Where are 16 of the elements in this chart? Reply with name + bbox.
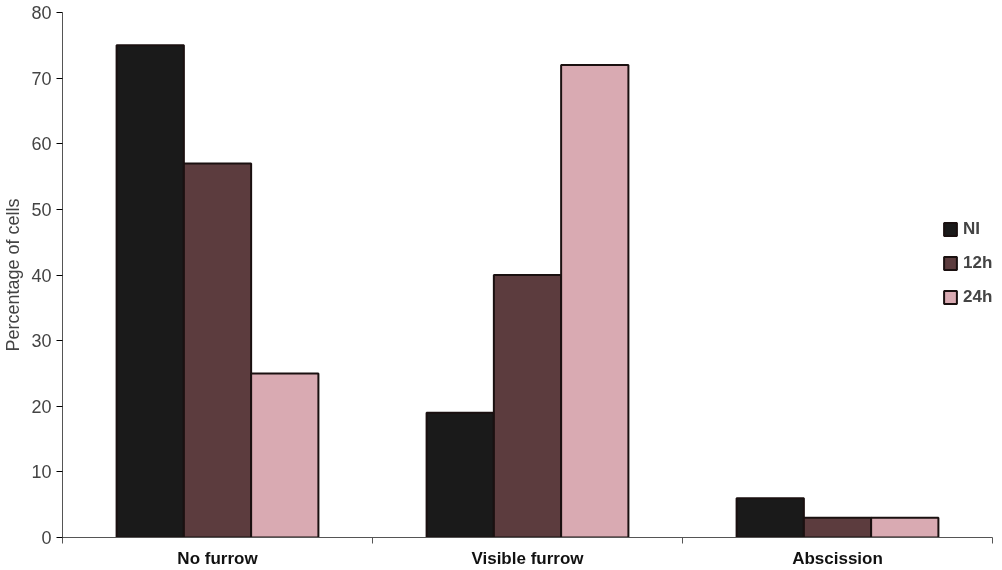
x-tick-label: Visible furrow	[471, 548, 585, 568]
x-tick-label: No furrow	[177, 548, 259, 568]
y-tick-label: 40	[31, 265, 52, 286]
y-tick-label: 0	[41, 528, 52, 548]
y-tick-label: 60	[31, 134, 52, 155]
y-tick-label: 70	[31, 68, 52, 89]
legend-label: 24h	[963, 287, 993, 307]
y-tick-label: 30	[31, 331, 52, 352]
y-tick-label: 10	[31, 462, 52, 483]
y-tick-label: 20	[31, 396, 52, 417]
legend-label: 12h	[963, 253, 993, 273]
y-tick-label: 80	[31, 3, 52, 23]
legend-label: NI	[963, 219, 981, 239]
y-axis-title: Percentage of cells	[3, 198, 24, 352]
y-tick-label: 50	[31, 199, 52, 220]
x-tick-label: Abscission	[792, 548, 883, 568]
